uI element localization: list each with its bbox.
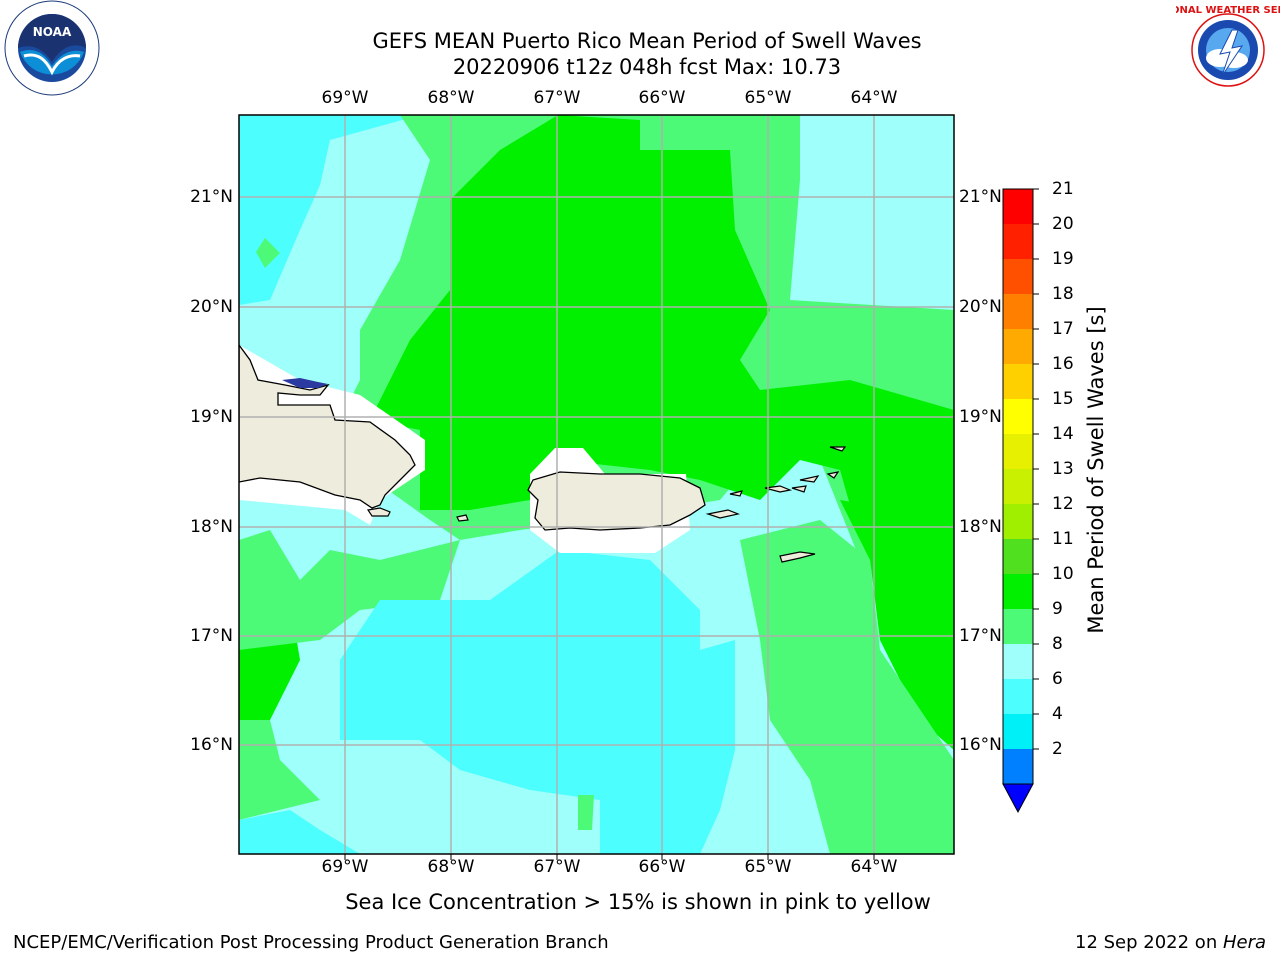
colorbar-segment <box>1003 539 1033 574</box>
colorbar-segment <box>1003 504 1033 539</box>
colorbar-segment <box>1003 644 1033 679</box>
lon-label-bot: 65°W <box>744 857 792 877</box>
contour-9-10s-southeast <box>740 520 954 854</box>
virgin-gorda <box>826 471 840 479</box>
map-frame <box>238 114 955 855</box>
contour-10-11s-east <box>840 500 954 750</box>
footer-credit: NCEP/EMC/Verification Post Processing Pr… <box>13 932 609 953</box>
colorbar-tick-label: 17 <box>1052 319 1074 339</box>
st-thomas <box>764 485 793 493</box>
colorbar-tick-label: 4 <box>1052 704 1063 724</box>
colorbar-segment <box>1003 189 1033 224</box>
lat-label-left: 17°N <box>190 626 233 646</box>
lon-label-top: 68°W <box>427 88 475 108</box>
colorbar-tick-label: 20 <box>1052 214 1074 234</box>
colorbar-tick-label: 8 <box>1052 634 1063 654</box>
lon-label-bot: 64°W <box>850 857 898 877</box>
colorbar-tick-label: 2 <box>1052 739 1063 759</box>
lat-label-right: 20°N <box>959 297 1002 317</box>
colorbar-title: Mean Period of Swell Waves [s] <box>1084 306 1108 634</box>
colorbar-tick-label: 14 <box>1052 424 1074 444</box>
colorbar-frame <box>1002 188 1034 785</box>
colorbar-segment <box>1003 714 1033 749</box>
lon-label-top: 66°W <box>638 88 686 108</box>
colorbar-tick-label: 6 <box>1052 669 1063 689</box>
noaa-logo: NOAA <box>4 0 100 96</box>
lon-label-top: 67°W <box>533 88 581 108</box>
puerto-rico-coast <box>527 471 706 531</box>
lon-label-top: 69°W <box>321 88 369 108</box>
colorbar-segment <box>1003 399 1033 434</box>
colorbar-tick-label: 21 <box>1052 179 1074 199</box>
anegada <box>829 446 847 452</box>
saona-island <box>366 507 391 517</box>
colorbar-tick-label: 16 <box>1052 354 1074 374</box>
lat-label-right: 19°N <box>959 407 1002 427</box>
lat-label-left: 19°N <box>190 407 233 427</box>
vieques <box>705 509 741 519</box>
lat-label-right: 21°N <box>959 187 1002 207</box>
lat-label-left: 18°N <box>190 517 233 537</box>
nws-logo-text: NATIONAL WEATHER SERVICE <box>1176 5 1280 16</box>
lat-label-left: 21°N <box>190 187 233 207</box>
hispaniola-coast <box>239 343 416 509</box>
footer-machine: Hera <box>1222 932 1266 953</box>
contour-6-8s-sw <box>239 810 360 854</box>
mona-island <box>456 514 469 522</box>
map-title: GEFS MEAN Puerto Rico Mean Period of Swe… <box>372 29 922 53</box>
colorbar-tick-label: 11 <box>1052 529 1074 549</box>
lon-label-top: 65°W <box>744 88 792 108</box>
colorbar-segment <box>1003 749 1033 784</box>
colorbar-tick-label: 12 <box>1052 494 1074 514</box>
colorbar-segment <box>1003 364 1033 399</box>
colorbar-tick-label: 13 <box>1052 459 1074 479</box>
colorbar-extend-arrow <box>1002 783 1034 814</box>
map-graticule <box>239 115 954 854</box>
colorbar-tick-label: 19 <box>1052 249 1074 269</box>
colorbar-segment <box>1003 469 1033 504</box>
lat-label-right: 18°N <box>959 517 1002 537</box>
colorbar-tick-label: 18 <box>1052 284 1074 304</box>
lon-label-bot: 67°W <box>533 857 581 877</box>
tortue-island <box>282 378 328 388</box>
nws-logo: NATIONAL WEATHER SERVICE <box>1176 4 1280 96</box>
contour-9-10s-spot <box>578 795 594 830</box>
colorbar-segment <box>1003 434 1033 469</box>
noaa-logo-text: NOAA <box>33 25 72 39</box>
colorbar-segment <box>1003 574 1033 609</box>
colorbar-segment <box>1003 609 1033 644</box>
culebra <box>729 490 743 497</box>
lon-label-bot: 69°W <box>321 857 369 877</box>
colorbar <box>1002 188 1039 814</box>
colorbar-segment <box>1003 224 1033 259</box>
sea-ice-note: Sea Ice Concentration > 15% is shown in … <box>345 890 931 914</box>
lon-label-bot: 66°W <box>638 857 686 877</box>
colorbar-tick-label: 10 <box>1052 564 1074 584</box>
footer-date: 12 Sep 2022 on Hera <box>1075 932 1266 953</box>
colorbar-segment <box>1003 329 1033 364</box>
colorbar-tick-label: 9 <box>1052 599 1063 619</box>
contour-6-8s-south <box>340 550 735 854</box>
lat-label-right: 17°N <box>959 626 1002 646</box>
lon-label-top: 64°W <box>850 88 898 108</box>
colorbar-segment <box>1003 294 1033 329</box>
st-croix <box>779 551 816 563</box>
map-subtitle: 20220906 t12z 048h fcst Max: 10.73 <box>452 55 842 79</box>
st-john <box>791 485 807 493</box>
tortola <box>799 475 820 483</box>
colorbar-segment <box>1003 259 1033 294</box>
colorbar-segment <box>1003 679 1033 714</box>
contour-8-6s-nw <box>239 115 420 305</box>
footer-date-text: 12 Sep 2022 on <box>1075 932 1223 953</box>
lat-label-left: 16°N <box>190 735 233 755</box>
contour-9-10s-south <box>239 530 460 650</box>
lon-label-bot: 68°W <box>427 857 475 877</box>
colorbar-tick-label: 15 <box>1052 389 1074 409</box>
contour-9-10s-nw <box>256 238 280 268</box>
lat-label-left: 20°N <box>190 297 233 317</box>
contour-8-9s-ne <box>800 115 954 305</box>
lat-label-right: 16°N <box>959 735 1002 755</box>
